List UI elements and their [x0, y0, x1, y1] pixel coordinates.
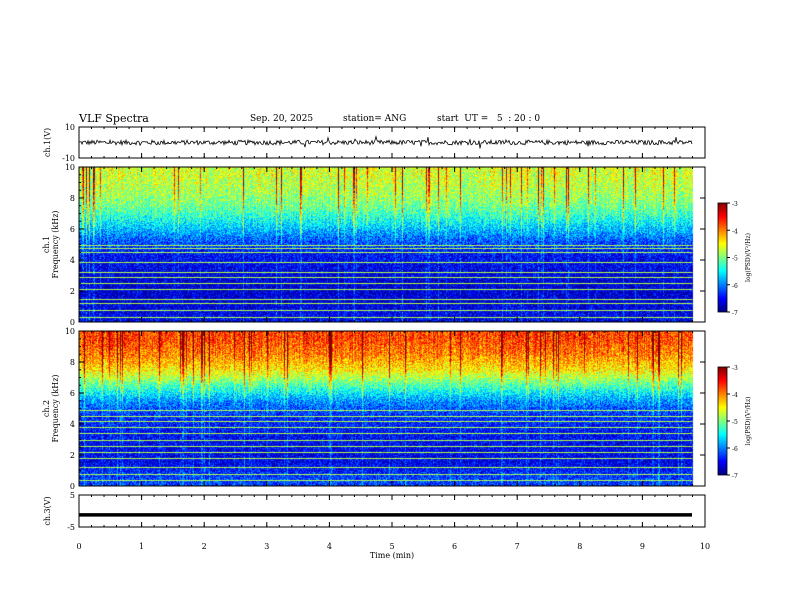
- colorbar-label: log(PSD)(V²/Hz): [745, 233, 752, 282]
- x-tick-label: 10: [700, 542, 710, 551]
- panel-frame: [78, 126, 706, 159]
- y-tick-label: 10: [65, 327, 75, 336]
- x-tick-label: 0: [76, 542, 81, 551]
- y-tick-label: 10: [65, 163, 75, 172]
- y-tick-label: 0: [70, 318, 75, 327]
- channel-label: ch.2: [42, 400, 51, 417]
- y-tick-label: -10: [62, 154, 75, 163]
- x-tick-label: 2: [202, 542, 207, 551]
- y-tick-label: 2: [70, 451, 75, 460]
- y-tick-label: 5: [70, 491, 75, 500]
- x-tick-label: 7: [515, 542, 520, 551]
- x-tick-label: 1: [139, 542, 144, 551]
- y-tick-label: 6: [70, 389, 75, 398]
- y-tick-label: 6: [70, 225, 75, 234]
- y-tick-label: 2: [70, 287, 75, 296]
- colorbar-tick-label: -5: [732, 419, 738, 426]
- y-tick-label: 4: [70, 256, 75, 265]
- y-tick-label: 10: [65, 123, 75, 132]
- colorbar-label: log(PSD)(V²/Hz): [745, 397, 752, 446]
- y-tick-label: 4: [70, 420, 75, 429]
- y-axis-label: ch.3(V): [43, 496, 52, 525]
- panel-frame: [78, 494, 706, 528]
- x-tick-label: 6: [452, 542, 457, 551]
- waveform-line: [78, 135, 693, 149]
- colorbar-tick-label: -3: [732, 365, 738, 372]
- date-label: Sep. 20, 2025: [250, 114, 314, 124]
- colorbar-tick-label: -6: [732, 283, 738, 290]
- colorbar-tick-label: -4: [732, 392, 738, 399]
- y-axis-label: Frequency (kHz): [51, 374, 60, 442]
- y-tick-label: 8: [70, 194, 75, 203]
- colorbar-tick-label: -5: [732, 256, 738, 263]
- y-tick-label: -5: [67, 523, 75, 532]
- colorbar-tick-label: -7: [732, 310, 738, 317]
- spectrogram-heatmap-1: [79, 167, 705, 322]
- x-tick-label: 3: [264, 542, 269, 551]
- x-tick-label: 9: [640, 542, 645, 551]
- chart-title: VLF Spectra: [79, 112, 149, 125]
- station-label: station= ANG: [343, 114, 407, 124]
- channel-label: ch.1: [42, 236, 51, 253]
- y-axis-label: Frequency (kHz): [51, 210, 60, 278]
- y-tick-label: 8: [70, 358, 75, 367]
- colorbar-tick-label: -4: [732, 228, 738, 235]
- x-tick-label: 4: [327, 542, 332, 551]
- y-axis-label: ch.1(V): [43, 128, 52, 157]
- x-tick-label: 5: [389, 542, 394, 551]
- x-axis-label: Time (min): [370, 551, 414, 560]
- colorbar-tick-label: -6: [732, 446, 738, 453]
- colorbar-tick-label: -3: [732, 201, 738, 208]
- x-tick-label: 8: [577, 542, 582, 551]
- colorbar: [717, 366, 728, 476]
- colorbar-tick-label: -7: [732, 473, 738, 480]
- y-tick-label: 0: [70, 482, 75, 491]
- start-time-label: start UT = 5 : 20 : 0: [437, 114, 541, 124]
- spectrogram-heatmap-2: [79, 331, 705, 486]
- colorbar: [717, 202, 728, 313]
